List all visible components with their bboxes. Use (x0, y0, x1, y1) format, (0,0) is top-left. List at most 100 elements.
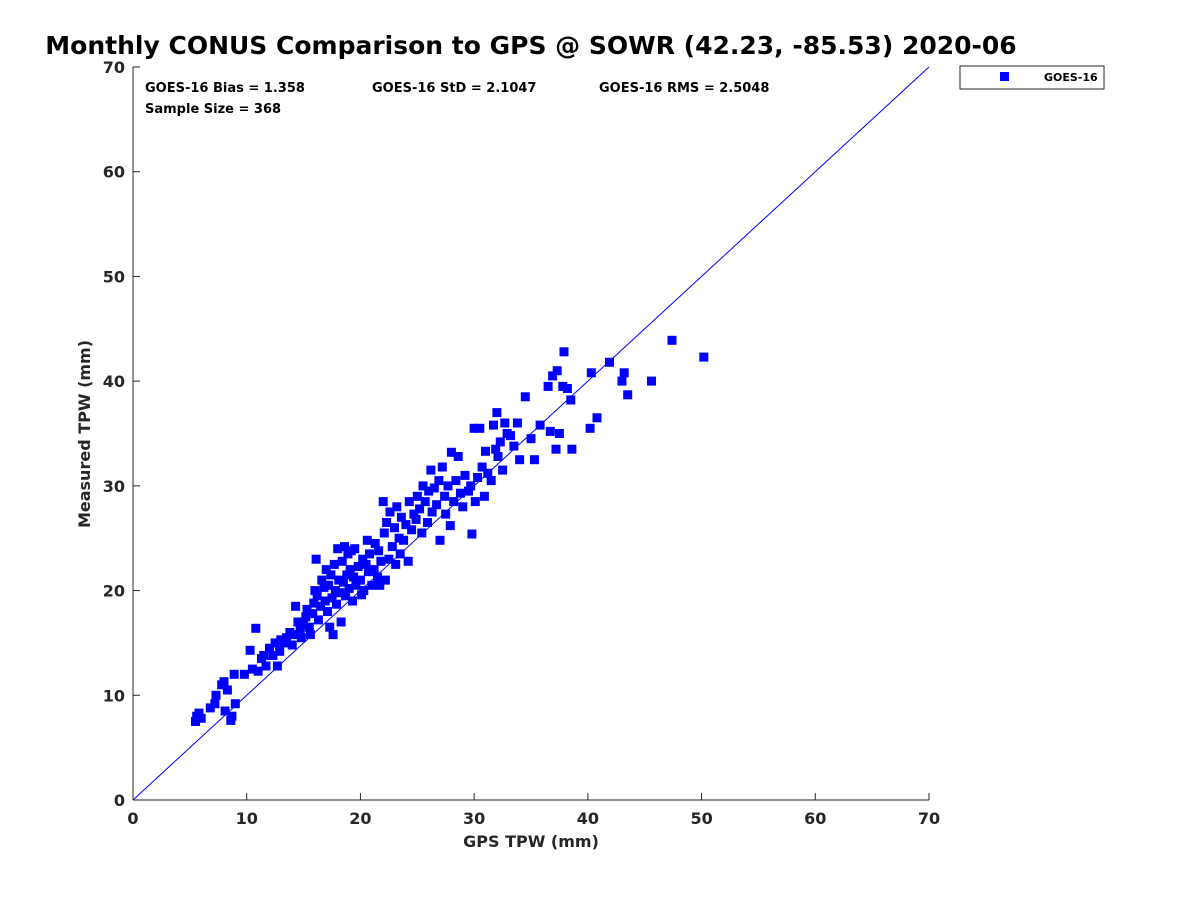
data-point (219, 677, 229, 687)
data-point (330, 586, 340, 596)
data-point (370, 539, 380, 548)
data-point (285, 628, 295, 637)
data-point (567, 444, 577, 454)
y-tick-label: 10 (103, 686, 125, 705)
data-point (545, 426, 555, 436)
y-tick-label: 0 (114, 791, 125, 810)
data-point (374, 546, 384, 556)
data-point (338, 577, 348, 587)
data-point (295, 624, 305, 634)
data-point (475, 423, 485, 433)
data-point (619, 368, 629, 378)
data-point (359, 586, 369, 596)
data-point (376, 556, 386, 566)
data-point (336, 617, 346, 627)
data-point (429, 483, 439, 493)
data-point (355, 575, 365, 585)
data-point (424, 486, 434, 496)
data-point (335, 588, 345, 598)
data-point (380, 575, 390, 585)
data-point (401, 520, 411, 530)
data-point (483, 468, 493, 478)
data-point (365, 549, 374, 559)
data-point (323, 607, 332, 616)
data-point (551, 444, 561, 454)
data-point (253, 666, 263, 676)
data-point (420, 497, 430, 507)
data-point (341, 591, 351, 601)
data-point (363, 567, 373, 577)
data-point (373, 572, 382, 582)
data-point (220, 706, 230, 716)
data-point (261, 661, 271, 671)
data-point (548, 371, 558, 381)
data-point (418, 481, 428, 491)
x-tick-label: 50 (690, 809, 712, 828)
data-point (345, 565, 355, 575)
data-point (460, 470, 470, 480)
data-point (296, 633, 306, 643)
data-point (320, 596, 330, 606)
data-point (558, 381, 568, 391)
x-tick-label: 60 (804, 809, 826, 828)
data-point (500, 418, 510, 428)
data-point (392, 502, 402, 512)
data-point (367, 580, 377, 590)
data-point (353, 562, 363, 571)
data-point (313, 615, 323, 625)
data-point (489, 420, 498, 430)
rms-stat: GOES-16 RMS = 2.5048 (599, 81, 769, 96)
data-point (268, 651, 278, 660)
legend: GOES-16 (959, 65, 1105, 90)
data-point (481, 446, 490, 456)
x-tick-label: 20 (349, 809, 371, 828)
data-point (316, 601, 326, 611)
data-point (319, 582, 329, 592)
data-point (491, 444, 501, 454)
data-point (479, 491, 489, 501)
data-point (566, 395, 576, 405)
data-point (362, 535, 372, 545)
data-point (342, 570, 352, 580)
data-point (290, 630, 299, 640)
y-tick-label: 50 (103, 267, 125, 286)
data-point (384, 554, 394, 564)
data-point (390, 523, 399, 533)
data-point (415, 504, 425, 514)
data-point (337, 556, 347, 566)
data-point (270, 638, 280, 648)
data-point (395, 549, 405, 559)
data-point (464, 486, 473, 496)
data-point (333, 544, 343, 554)
data-point (554, 429, 564, 438)
legend-label: GOES-16 (1044, 71, 1098, 84)
data-point (265, 643, 274, 653)
data-point (387, 542, 397, 552)
data-point (443, 481, 453, 491)
data-point (585, 423, 595, 433)
data-point (351, 580, 361, 590)
data-point (506, 431, 515, 441)
y-tick-label: 20 (103, 582, 125, 601)
data-point (317, 575, 327, 585)
data-point (251, 623, 261, 633)
data-point (446, 447, 456, 457)
data-point (467, 529, 477, 539)
data-point (191, 717, 200, 726)
data-point (329, 559, 339, 569)
data-point (407, 525, 417, 535)
data-point (310, 586, 320, 596)
data-point (287, 640, 297, 650)
data-point (279, 638, 289, 648)
data-point (227, 711, 237, 721)
data-point (275, 646, 285, 656)
data-point (282, 633, 291, 643)
data-point (326, 570, 336, 580)
data-point (245, 645, 255, 655)
data-point (404, 497, 414, 507)
data-point (486, 476, 496, 486)
data-point (417, 528, 427, 538)
data-point (305, 630, 315, 640)
y-tick-label: 70 (103, 58, 125, 77)
